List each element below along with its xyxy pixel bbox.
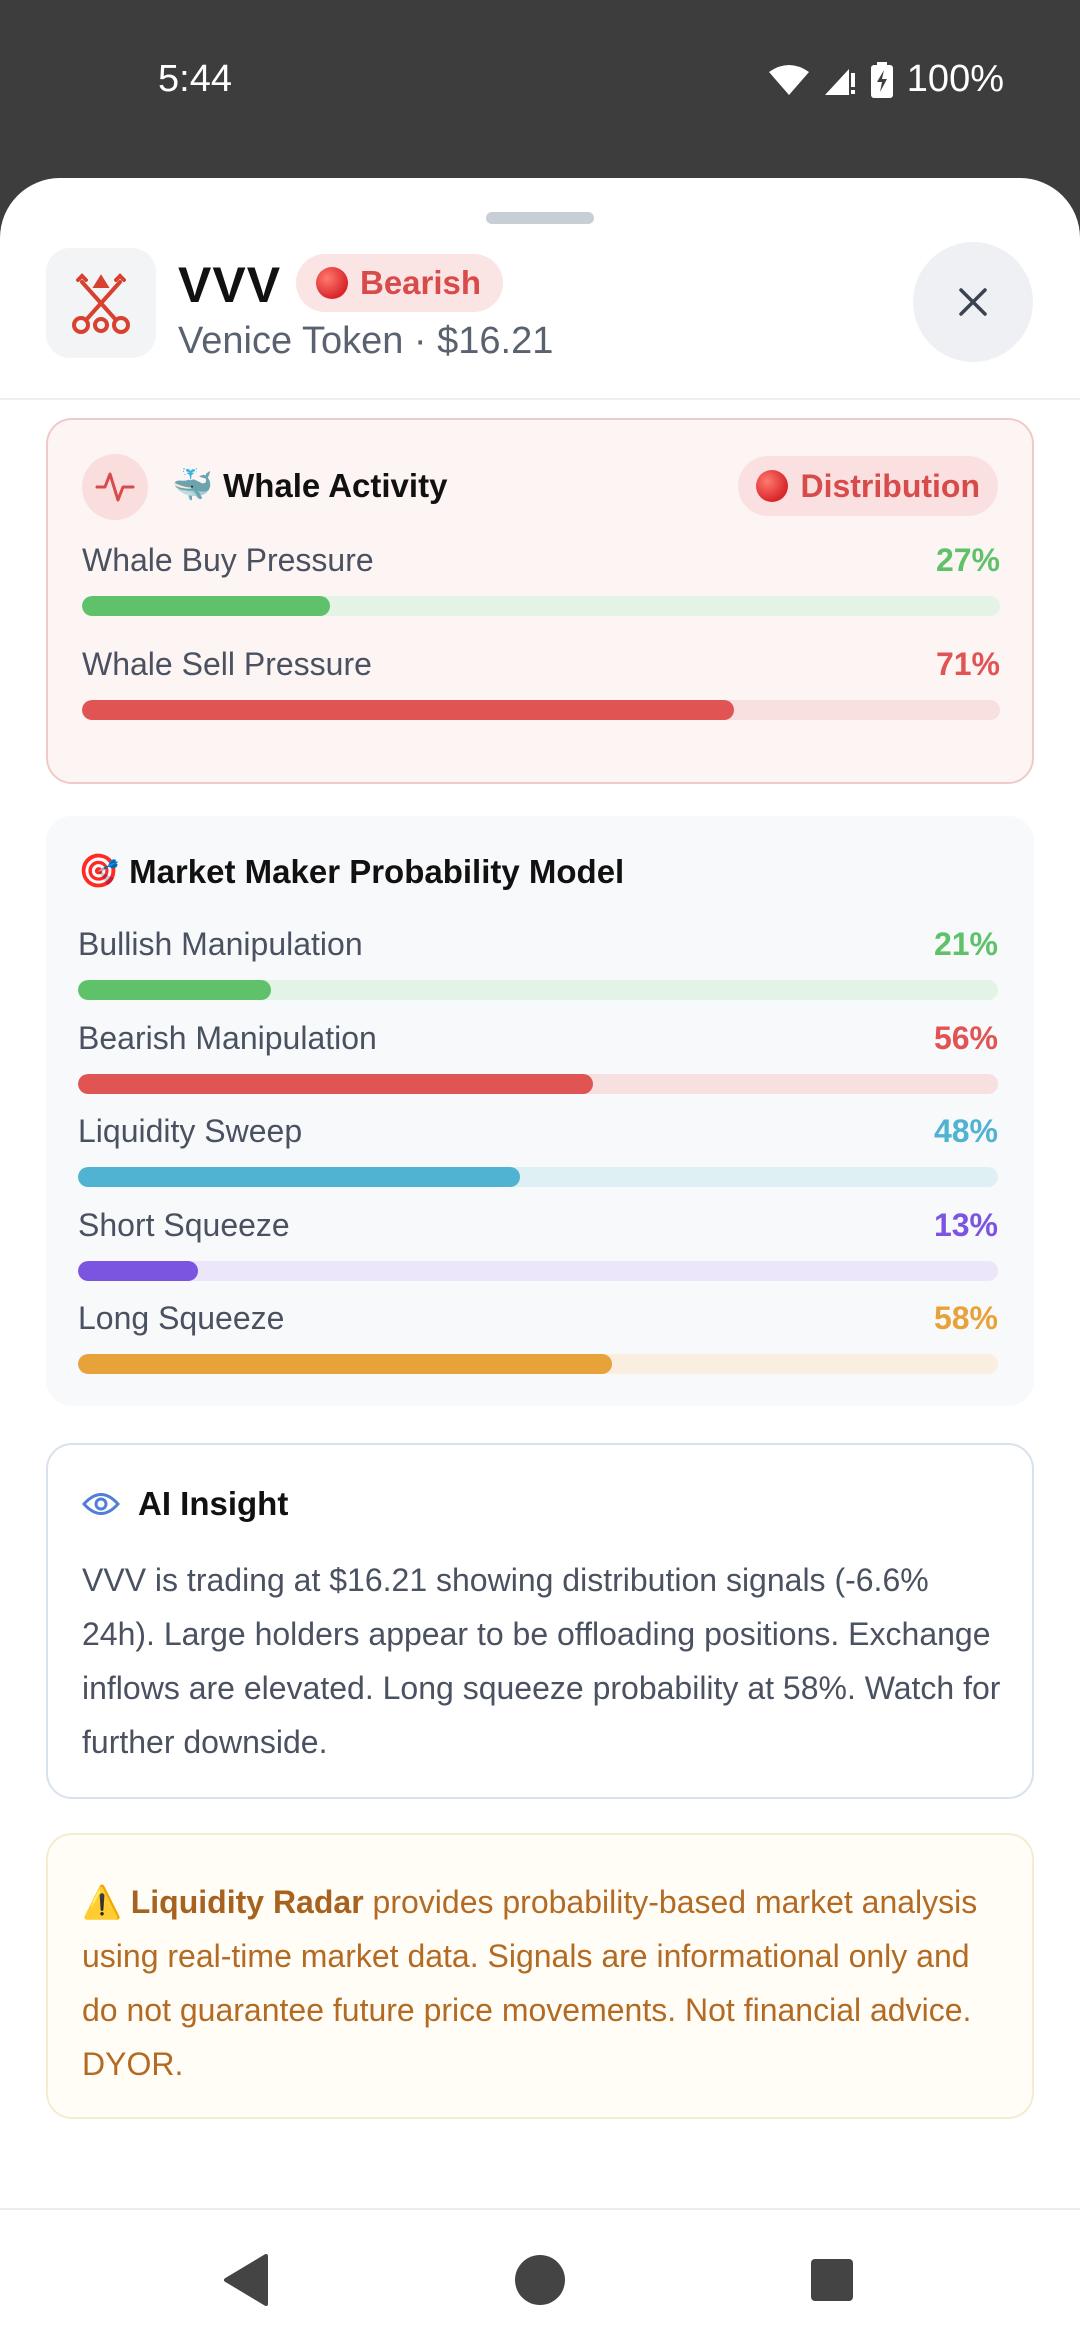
progress-bar-track	[82, 596, 1000, 616]
progress-bar-track	[78, 980, 998, 1000]
progress-bar-fill	[82, 596, 330, 616]
warning-icon: ⚠️	[82, 1884, 122, 1920]
ai-insight-heading: AI Insight	[138, 1485, 289, 1522]
recents-icon	[811, 2259, 853, 2301]
red-circle-icon	[756, 470, 789, 502]
token-detail-sheet: VVV Bearish Venice Token · $16.21 🐳 Whal…	[0, 178, 1080, 2208]
metric-label: Long Squeeze	[78, 1300, 285, 1336]
nav-recents-button[interactable]	[802, 2250, 862, 2310]
ai-insight-title: AI Insight	[82, 1485, 288, 1523]
metric-value: 71%	[935, 646, 1000, 682]
disclaimer-card: ⚠️ Liquidity Radar provides probability-…	[46, 1833, 1034, 2119]
metric-label: Bearish Manipulation	[78, 1019, 377, 1056]
activity-pulse-icon	[82, 454, 148, 520]
whale-icon: 🐳	[172, 466, 214, 503]
nav-home-button[interactable]	[510, 2250, 570, 2310]
progress-bar-fill	[78, 1260, 198, 1281]
progress-bar-fill	[78, 1073, 594, 1094]
market-maker-card: 🎯 Market Maker Probability Model Bullish…	[46, 816, 1034, 1406]
back-icon	[224, 2254, 268, 2306]
metric-value: 58%	[933, 1300, 998, 1336]
close-icon	[959, 288, 987, 316]
ai-insight-text: VVV is trading at $16.21 showing distrib…	[82, 1562, 1001, 1760]
status-bar: 5:44 100%	[0, 0, 1080, 170]
distribution-badge: Distribution	[738, 456, 998, 516]
metric-label: Whale Sell Pressure	[82, 646, 372, 682]
close-button[interactable]	[913, 242, 1033, 362]
progress-bar-track	[82, 700, 1000, 720]
sentiment-badge: Bearish	[296, 254, 504, 312]
metric-value: 48%	[933, 1113, 998, 1149]
metric-value: 56%	[933, 1019, 998, 1056]
sentiment-label: Bearish	[360, 264, 482, 301]
progress-bar-track	[78, 1167, 998, 1187]
progress-bar-fill	[82, 700, 734, 720]
cell-signal-icon	[823, 63, 857, 97]
home-icon	[515, 2255, 565, 2305]
battery-charging-icon	[870, 61, 893, 98]
metric-label: Short Squeeze	[78, 1206, 290, 1243]
eye-icon	[82, 1493, 120, 1515]
target-icon: 🎯	[78, 852, 120, 889]
metric-value: 21%	[933, 926, 998, 962]
sheet-drag-handle[interactable]	[486, 212, 594, 224]
market-maker-title: 🎯 Market Maker Probability Model	[78, 852, 624, 891]
progress-bar-fill	[78, 1167, 520, 1187]
navigation-bar	[0, 2208, 1080, 2340]
status-time: 5:44	[158, 58, 232, 100]
whale-activity-title: 🐳 Whale Activity	[172, 466, 447, 505]
metric-value: 13%	[933, 1206, 998, 1243]
ai-insight-card: AI Insight VVV is trading at $16.21 show…	[46, 1443, 1034, 1799]
progress-bar-fill	[78, 980, 272, 1000]
red-circle-icon	[316, 267, 348, 299]
wifi-icon	[768, 64, 809, 96]
status-icons: 100%	[768, 58, 1004, 101]
disclaimer-brand: Liquidity Radar	[130, 1884, 364, 1920]
crossed-keys-icon	[46, 248, 156, 358]
metric-value: 27%	[935, 542, 1000, 578]
progress-bar-fill	[78, 1354, 612, 1374]
token-name-price: Venice Token · $16.21	[178, 320, 554, 362]
token-symbol: VVV	[178, 257, 282, 313]
whale-activity-card: 🐳 Whale Activity Distribution Whale Buy …	[46, 418, 1034, 784]
progress-bar-track	[78, 1354, 998, 1374]
disclaimer-body: provides probability-based market analys…	[82, 1884, 978, 2082]
nav-back-button[interactable]	[216, 2250, 276, 2310]
market-maker-heading: Market Maker Probability Model	[129, 852, 625, 890]
distribution-label: Distribution	[800, 467, 980, 504]
token-header: VVV Bearish Venice Token · $16.21	[0, 242, 1080, 400]
progress-bar-track	[78, 1260, 998, 1281]
metric-label: Liquidity Sweep	[78, 1113, 303, 1149]
disclaimer-text: ⚠️ Liquidity Radar provides probability-…	[82, 1875, 1012, 2091]
progress-bar-track	[78, 1073, 998, 1094]
metric-label: Whale Buy Pressure	[82, 542, 374, 578]
whale-activity-heading: Whale Activity	[223, 466, 448, 504]
battery-percent: 100%	[906, 58, 1004, 100]
metric-label: Bullish Manipulation	[78, 926, 363, 962]
